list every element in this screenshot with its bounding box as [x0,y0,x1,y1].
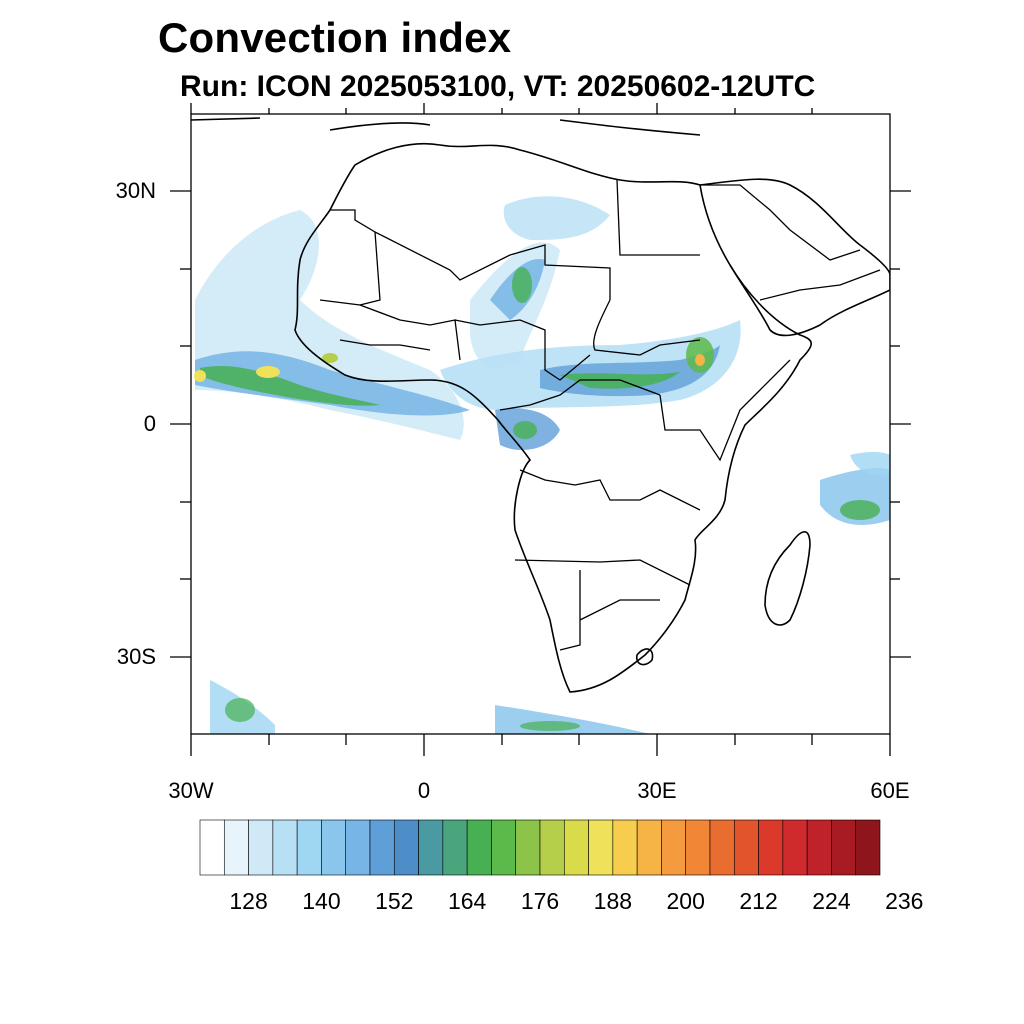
colorbar-swatch [418,819,444,876]
border-arabia [700,184,881,301]
colorbar-tick-label: 140 [302,888,341,914]
colorbar-swatch [539,819,565,876]
border-egypt [616,179,700,256]
colorbar-swatch [831,819,857,876]
convection-area-indian-ocean-north [850,451,890,476]
lon-label-0: 0 [417,778,431,803]
border-central-2 [499,379,661,411]
lat-label-30s: 30S [116,644,156,669]
colorbar-swatch [855,819,881,876]
convection-max-indian-ocean [840,500,880,520]
arabia-coastline [699,178,890,337]
country-borders [319,179,881,651]
colorbar-swatch [321,819,347,876]
colorbar-swatch [442,819,468,876]
colorbar-tick-label: 128 [229,888,268,914]
border-east-1 [659,359,791,462]
convection-max-atlantic-1 [256,366,280,378]
colorbar-tick-label: 212 [739,888,778,914]
colorbar-swatch [248,819,274,876]
africa-coastline [294,142,813,693]
colorbar [199,819,881,876]
convection-shading [194,196,890,734]
colorbar-swatch [806,819,832,876]
lat-label-30n: 30N [115,178,156,203]
convection-area-southern-ocean [495,705,650,734]
convection-area-atlantic-green [200,365,380,406]
convection-max-ethiopia-core [695,354,705,366]
border-sahel-north [374,231,611,300]
colorbar-swatch [272,819,298,876]
lon-label-60e: 60E [870,778,910,803]
lon-label-30e: 30E [637,778,677,803]
madagascar [764,531,811,626]
colorbar-swatch [199,819,225,876]
mediterranean-coast [191,117,701,136]
lat-label-0: 0 [143,411,156,436]
colorbar-tick-label: 176 [520,888,560,914]
convection-max-south-atlantic [225,698,255,722]
border-sudan [593,299,701,356]
border-west-africa [319,299,461,361]
colorbar-swatch [782,819,808,876]
colorbar-swatch [733,819,759,876]
colorbar-swatch [515,819,541,876]
convection-area-libya [503,196,610,240]
chart-title: Convection index [158,14,512,61]
colorbar-swatch [661,819,687,876]
lesotho [635,648,654,666]
colorbar-swatch [563,819,589,876]
convection-max-atlantic-2 [194,370,206,382]
colorbar-swatch [223,819,249,876]
colorbar-swatch [612,819,638,876]
colorbar-tick-label: 224 [812,888,851,914]
border-central-1 [454,319,591,381]
colorbar-swatch [393,819,419,876]
colorbar-swatch [369,819,395,876]
border-southern-2 [514,559,691,586]
colorbar-swatch [709,819,735,876]
colorbar-tick-label: 164 [447,888,487,914]
colorbar-swatch [758,819,784,876]
colorbar-tick-label: 188 [593,888,633,914]
axis-ticks [170,103,911,756]
convection-max-congo [513,421,537,439]
colorbar-swatch [636,819,662,876]
colorbar-tick-label: 236 [885,888,924,914]
colorbar-tick-label: 200 [666,888,705,914]
colorbar-swatch [296,819,322,876]
coastlines [191,117,890,693]
colorbar-tick-label: 152 [375,888,414,914]
colorbar-swatch [491,819,517,876]
border-southern-3 [559,570,660,651]
convection-max-atlantic-3 [322,353,338,363]
colorbar-swatch [466,819,492,876]
chart-subtitle: Run: ICON 2025053100, VT: 20250602-12UTC [180,70,816,103]
border-west-sahara [330,209,381,306]
lon-label-30w: 30W [168,778,214,803]
convection-max-southern-ocean [520,721,580,731]
convection-max-sahel [512,267,532,303]
colorbar-swatch [345,819,371,876]
colorbar-swatch [588,819,614,876]
border-southern-1 [519,469,701,511]
colorbar-swatch [685,819,711,876]
